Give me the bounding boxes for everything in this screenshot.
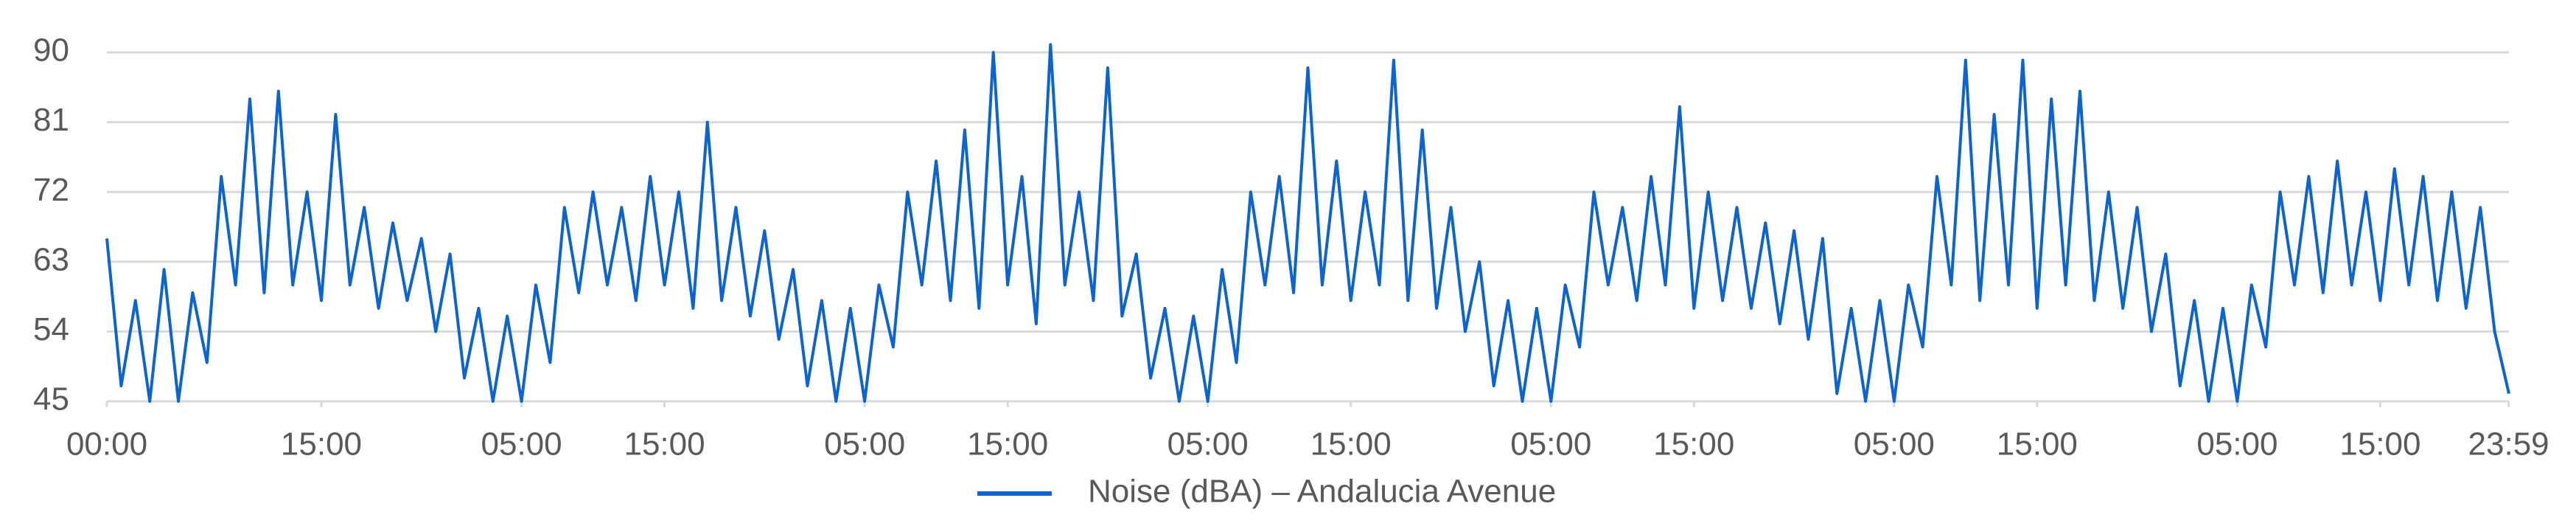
x-tick-label: 15:00 [1653,426,1734,463]
x-tick-label: 15:00 [2339,426,2420,463]
x-tick-label: 00:00 [66,426,147,463]
x-tick-label: 15:00 [281,426,362,463]
legend-item: Noise (dBA) – Andalucia Avenue [977,474,1556,510]
y-tick-label: 54 [33,311,69,347]
x-tick-label: 05:00 [1510,426,1591,463]
x-tick-label: 05:00 [481,426,562,463]
data-line [105,43,2510,403]
y-tick-label: 72 [33,172,69,208]
x-tick-label: 15:00 [1310,426,1392,463]
x-tick-label: 05:00 [1167,426,1249,463]
x-tick-label: 15:00 [624,426,705,463]
y-tick-label: 81 [33,102,69,138]
x-tick-label: 05:00 [1854,426,1935,463]
x-tick-label: 23:59 [2468,426,2549,463]
x-tick-label: 05:00 [2196,426,2277,463]
y-tick-label: 63 [33,241,69,277]
legend-label: Noise (dBA) – Andalucia Avenue [1088,474,1556,510]
y-tick-label: 90 [33,32,69,69]
x-tick-label: 05:00 [824,426,905,463]
y-tick-label: 45 [33,381,69,418]
x-tick-label: 15:00 [967,426,1048,463]
x-tick-label: 15:00 [1997,426,2078,463]
